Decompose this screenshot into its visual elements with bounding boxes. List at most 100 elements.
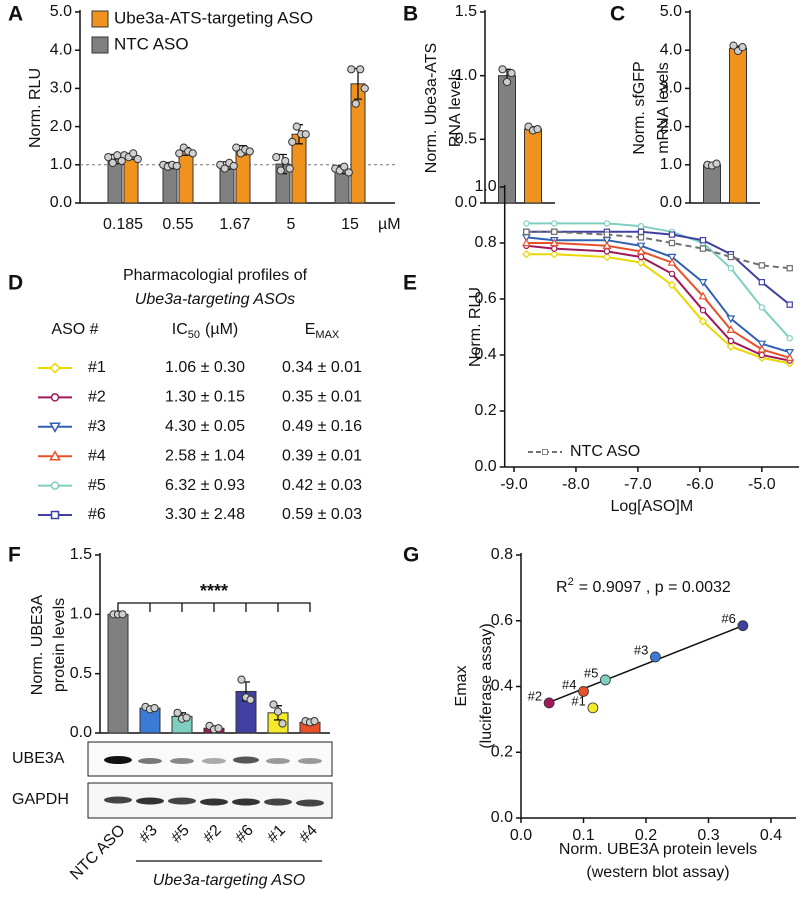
data-point (188, 149, 197, 158)
x-tick-label: 0.0 (510, 827, 532, 844)
y-axis-label: protein levels (51, 598, 68, 692)
x-tick-label: 0.185 (103, 216, 143, 233)
bar (498, 75, 516, 204)
y-axis-label: Norm. sfGFP (631, 61, 648, 154)
marker (49, 362, 61, 374)
point (737, 620, 749, 632)
blot-label: GAPDH (12, 791, 69, 808)
table-cell: 3.30 ± 2.48 (165, 506, 245, 523)
point-label: #4 (562, 677, 576, 692)
table-cell: 0.35 ± 0.01 (282, 389, 362, 406)
marker (637, 228, 645, 235)
table-header: IC50 (µM) (172, 321, 238, 341)
table-cell: #4 (88, 447, 106, 464)
x-tick-label: NTC ASO (67, 822, 129, 884)
band (200, 798, 228, 806)
marker (522, 249, 531, 259)
point (578, 686, 589, 697)
y-tick-label: 0.0 (455, 194, 477, 211)
marker (786, 335, 793, 342)
band (104, 796, 132, 804)
header-text: (µM) (205, 321, 238, 338)
data-point (276, 166, 285, 175)
x-tick-label: 0.55 (162, 216, 193, 233)
data-point (281, 156, 290, 166)
x-axis-label: (western blot assay) (586, 864, 729, 881)
point-label: #5 (584, 665, 598, 680)
y-tick-label: 0.4 (491, 678, 513, 695)
band (296, 799, 324, 807)
y-tick-label: 0.0 (474, 458, 496, 475)
marker (602, 252, 612, 262)
y-tick-label: 1.5 (70, 546, 92, 563)
data-point (232, 143, 241, 152)
legend-label: NTC ASO (114, 34, 189, 53)
point-label: #3 (634, 642, 648, 657)
y-axis-label: Norm. RLU (27, 68, 44, 148)
y-axis-label: RNA levels (447, 69, 464, 147)
header-text: IC (172, 321, 188, 338)
y-tick-label: 0.6 (474, 290, 496, 307)
data-point (310, 717, 319, 726)
data-point (237, 675, 246, 684)
marker (785, 353, 795, 361)
panel-label: E (403, 272, 417, 295)
data-point (340, 162, 349, 171)
header-sub: MAX (315, 329, 340, 341)
legend-swatch (91, 10, 109, 28)
marker (757, 344, 767, 353)
point (543, 697, 555, 709)
data-point (173, 708, 182, 717)
point (599, 674, 611, 686)
data-point (301, 130, 310, 139)
y-tick-label: 0.0 (491, 809, 513, 826)
bar (178, 150, 194, 204)
marker (758, 304, 766, 311)
header-text: E (305, 321, 316, 338)
blot-label: UBE3A (12, 750, 65, 767)
table-header: ASO # (51, 321, 98, 338)
table-header: EMAX (305, 321, 340, 341)
marker (727, 337, 735, 345)
y-tick-label: 0.0 (50, 194, 72, 211)
x-tick-label: -8.0 (562, 476, 590, 493)
table-cell: 4.30 ± 0.05 (165, 418, 245, 435)
marker (636, 242, 646, 251)
data-point (498, 65, 507, 74)
x-tick-label: #4 (296, 822, 321, 847)
x-tick-label: #1 (264, 822, 289, 847)
y-tick-label: 0.6 (491, 612, 513, 629)
bar (107, 613, 129, 734)
marker (698, 279, 708, 287)
band (264, 798, 292, 806)
marker (50, 481, 60, 490)
x-tick-label: 0.2 (635, 827, 657, 844)
bar (235, 149, 251, 204)
data-point (172, 161, 181, 171)
x-tick-label: #3 (136, 822, 161, 847)
marker (668, 270, 676, 277)
y-tick-label: 5.0 (660, 3, 682, 20)
annotation: R2 = 0.9097 , p = 0.0032 (556, 576, 731, 596)
y-axis-label: Norm. RLU (467, 287, 484, 367)
group-label: Ube3a-targeting ASO (153, 872, 305, 889)
marker (551, 220, 558, 227)
bar (703, 164, 721, 204)
marker (637, 234, 645, 241)
marker (667, 280, 677, 290)
point (649, 651, 661, 663)
table-title: Ube3a-targeting ASOs (135, 291, 295, 308)
band (232, 798, 260, 806)
panel-label: B (403, 3, 418, 26)
blots (87, 741, 333, 819)
data-point (117, 156, 126, 166)
marker (727, 265, 735, 272)
table-cell: 0.39 ± 0.01 (282, 447, 362, 464)
bar (162, 165, 178, 204)
line (526, 244, 790, 362)
x-tick-label: 1.67 (219, 216, 250, 233)
point-label: #6 (721, 611, 735, 626)
y-axis-label: Norm. Ube3a-ATS (423, 43, 440, 173)
marker (637, 222, 645, 230)
marker (637, 253, 645, 261)
